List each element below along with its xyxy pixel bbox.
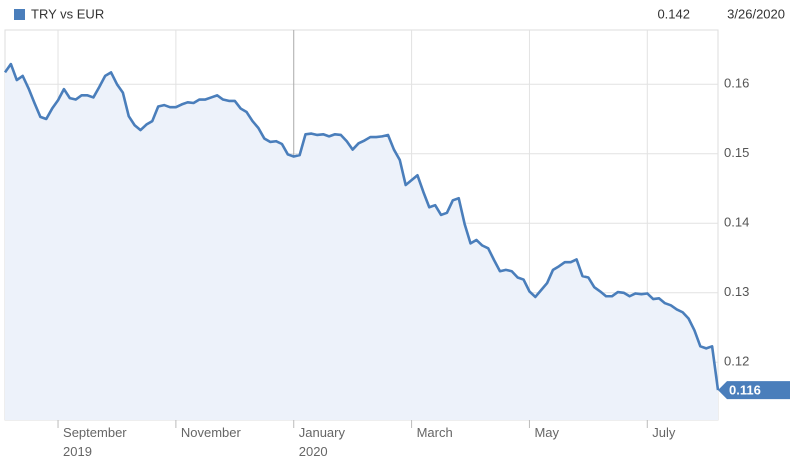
y-tick-label: 0.14	[724, 215, 749, 230]
last-value-flag	[718, 381, 790, 400]
legend-label: TRY vs EUR	[31, 6, 104, 21]
readout-date: 3/26/2020	[727, 6, 785, 21]
x-tick-label: July	[652, 425, 676, 440]
x-tick-label: September 2019	[63, 425, 127, 459]
x-tick-label: May	[534, 425, 559, 440]
last-value-label: 0.116	[729, 383, 761, 398]
y-tick-label: 0.13	[724, 284, 749, 299]
y-tick-label: 0.15	[724, 145, 749, 160]
x-tick-label: November	[181, 425, 242, 440]
legend-swatch	[14, 9, 25, 20]
y-tick-label: 0.16	[724, 76, 749, 91]
line	[3, 62, 720, 391]
readout-value: 0.142	[657, 6, 690, 21]
x-tick-label: March	[417, 425, 453, 440]
area	[5, 64, 718, 420]
y-tick-label: 0.12	[724, 354, 749, 369]
x-tick-label: January 2020	[299, 425, 346, 459]
